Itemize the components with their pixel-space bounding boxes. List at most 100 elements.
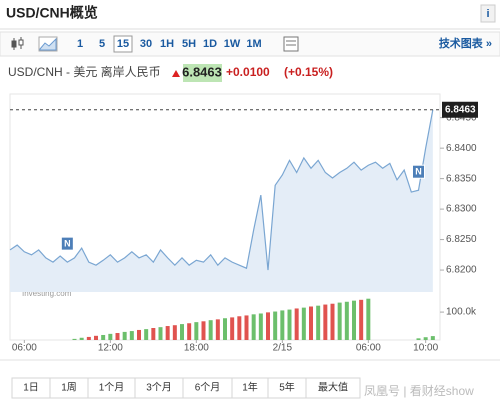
volume-bar xyxy=(122,331,127,340)
x-tick-label: 2/15 xyxy=(273,343,293,354)
interval-button[interactable]: 1M xyxy=(246,38,261,50)
interval-button[interactable]: 1 xyxy=(77,38,83,50)
area-icon[interactable] xyxy=(38,36,58,52)
price-change: +0.0100 xyxy=(226,65,270,79)
volume-bar xyxy=(165,326,170,340)
candle-icon[interactable] xyxy=(11,37,24,50)
y-tick-label: 6.8200 xyxy=(446,265,477,276)
volume-bar xyxy=(266,312,270,340)
volume-tick-label: 100.0k xyxy=(446,307,477,318)
volume-bar xyxy=(337,302,342,340)
last-price-badge xyxy=(442,101,478,118)
info-icon[interactable]: i xyxy=(486,8,489,20)
interval-button[interactable]: 1D xyxy=(203,38,217,50)
technical-chart-link[interactable]: 技术图表 » xyxy=(439,36,492,50)
volume-bar xyxy=(172,325,177,340)
interval-button[interactable]: 5H xyxy=(182,38,196,50)
interval-button[interactable]: 15 xyxy=(117,38,129,50)
y-tick-label: 6.8350 xyxy=(446,173,477,184)
volume-bar xyxy=(201,321,206,340)
interval-selected[interactable] xyxy=(113,35,133,53)
event-marker-label[interactable]: N xyxy=(64,239,71,249)
volume-bar xyxy=(108,333,113,340)
event-marker[interactable] xyxy=(412,164,425,179)
volume-bar xyxy=(251,314,256,340)
price-change-percent: (+0.15%) xyxy=(284,65,333,79)
volume-bar xyxy=(316,305,321,340)
range-label[interactable]: 1年 xyxy=(242,381,258,394)
volume-bar xyxy=(72,338,77,340)
volume-bar xyxy=(94,335,98,340)
price-line xyxy=(9,109,434,271)
price-highlight xyxy=(183,64,222,82)
volume-bar xyxy=(359,299,364,340)
range-label[interactable]: 3个月 xyxy=(146,382,172,394)
volume-bar xyxy=(244,315,249,340)
volume-bar xyxy=(273,311,278,340)
volume-bar xyxy=(115,333,120,340)
settings-icon[interactable] xyxy=(283,36,299,52)
volume-bar xyxy=(323,304,328,340)
volume-bar xyxy=(208,320,213,340)
volume-bar xyxy=(352,300,356,340)
interval-button[interactable]: 1H xyxy=(160,38,174,50)
volume-bar xyxy=(158,327,163,340)
x-tick-label: 10:00 xyxy=(413,343,438,354)
range-label[interactable]: 最大值 xyxy=(318,381,348,394)
volume-bar xyxy=(280,310,285,340)
up-arrow xyxy=(172,70,180,77)
range-label[interactable]: 5年 xyxy=(279,381,295,394)
event-marker-label[interactable]: N xyxy=(415,167,422,177)
volume-bar xyxy=(287,309,292,340)
volume-bar xyxy=(180,324,184,340)
volume-bar xyxy=(294,308,299,340)
watermark-site: Investing.com xyxy=(22,289,72,298)
interval-button[interactable]: 30 xyxy=(140,38,152,50)
range-label[interactable]: 1个月 xyxy=(99,382,125,394)
volume-bar xyxy=(416,338,421,340)
y-tick-label: 6.8450 xyxy=(446,112,477,123)
volume-bar xyxy=(237,316,242,340)
volume-bar xyxy=(79,337,84,340)
volume-bar xyxy=(223,318,227,340)
last-price: 6.8463 xyxy=(182,64,222,79)
instrument-name: USD/CNH - 美元 离岸人民币 xyxy=(8,64,161,79)
volume-bar xyxy=(86,336,91,340)
volume-bar xyxy=(194,322,199,340)
interval-button[interactable]: 1W xyxy=(224,38,241,50)
range-label[interactable]: 1周 xyxy=(61,382,77,394)
volume-bar xyxy=(151,328,156,340)
volume-bar xyxy=(101,334,106,340)
y-tick-label: 6.8400 xyxy=(446,143,477,154)
volume-bar xyxy=(344,301,349,340)
volume-bar xyxy=(137,329,141,340)
event-marker[interactable] xyxy=(60,236,74,251)
volume-bar xyxy=(330,303,335,340)
volume-bar xyxy=(423,337,428,340)
range-label[interactable]: 1日 xyxy=(23,383,39,394)
price-area xyxy=(10,109,433,292)
y-tick-label: 6.8300 xyxy=(446,204,477,215)
volume-bar xyxy=(258,313,263,340)
toolbar xyxy=(0,31,500,57)
volume-bar xyxy=(309,306,313,340)
info-button[interactable] xyxy=(480,4,496,23)
source-watermark: 凤凰号 | 看财经show xyxy=(364,384,474,398)
x-tick-label: 12:00 xyxy=(98,343,123,354)
volume-bar xyxy=(366,298,371,340)
x-tick-label: 06:00 xyxy=(12,343,37,354)
range-label[interactable]: 6个月 xyxy=(195,382,221,394)
volume-bar xyxy=(144,329,149,340)
range-button[interactable] xyxy=(305,377,361,399)
x-tick-label: 06:00 xyxy=(356,343,381,354)
volume-bar xyxy=(301,307,306,340)
interval-button[interactable]: 5 xyxy=(99,38,105,50)
volume-bar xyxy=(215,319,220,340)
volume-bar xyxy=(129,331,134,340)
last-price-label: 6.8463 xyxy=(445,104,476,115)
volume-bar xyxy=(187,323,192,340)
volume-bar xyxy=(430,336,435,340)
y-tick-label: 6.8250 xyxy=(446,234,477,245)
